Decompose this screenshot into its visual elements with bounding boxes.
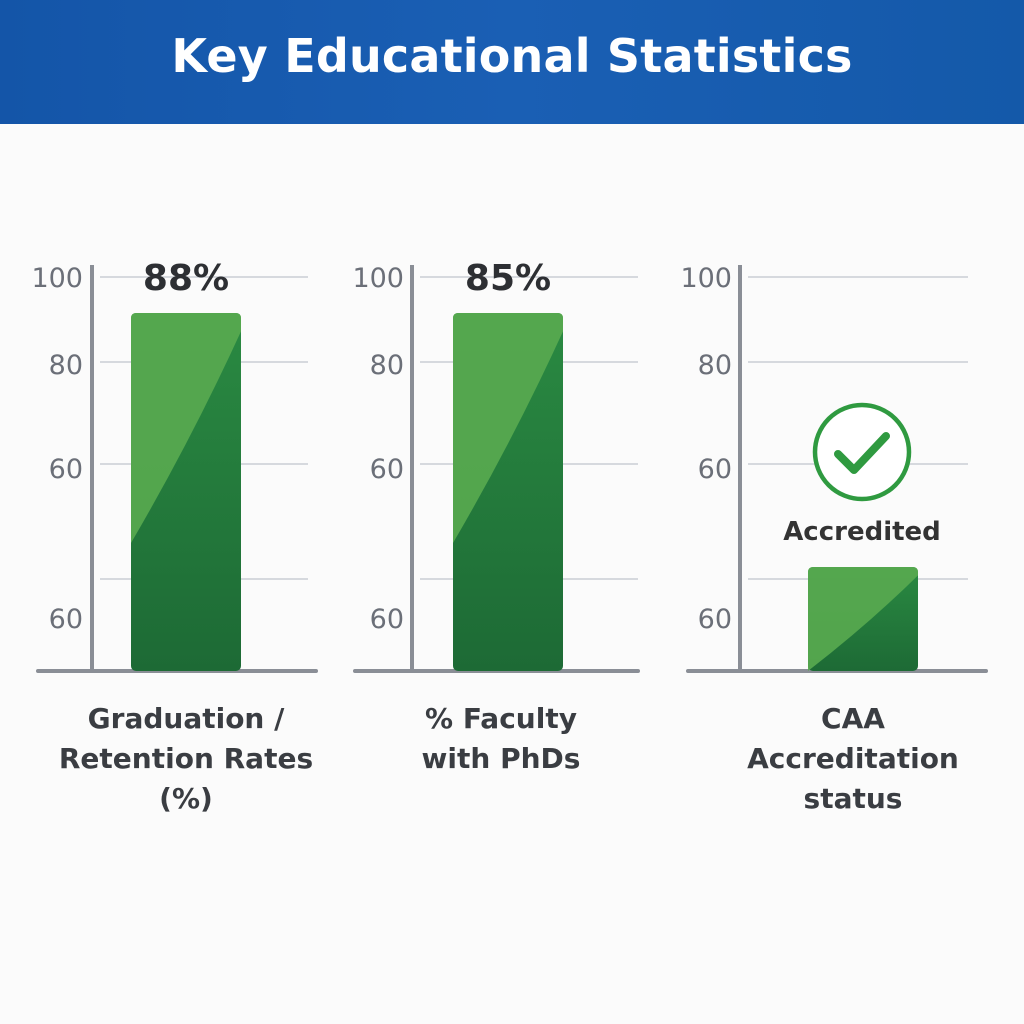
category-label: Accreditation: [747, 742, 959, 775]
y-tick-label: 100: [352, 263, 404, 294]
bar-highlight: [808, 567, 918, 671]
check-circle-icon: [812, 402, 912, 502]
y-tick-label: 60: [370, 454, 404, 485]
category-label: Retention Rates: [59, 742, 313, 775]
y-tick-label: 80: [370, 350, 404, 381]
y-tick-label: 100: [680, 263, 732, 294]
y-tick-label: 60: [49, 454, 83, 485]
category-label: % Faculty: [425, 702, 577, 735]
y-tick-label: 60: [698, 454, 732, 485]
y-tick-label: 60: [49, 604, 83, 635]
page-title: Key Educational Statistics: [171, 29, 853, 83]
value-label: 88%: [143, 258, 229, 299]
value-label: 85%: [465, 258, 551, 299]
category-label: with PhDs: [422, 742, 581, 775]
category-label: Graduation /: [88, 702, 285, 735]
y-tick-label: 80: [49, 350, 83, 381]
title-banner: Key Educational Statistics: [0, 0, 1024, 124]
bar-highlight: [453, 313, 563, 543]
checkmark-icon: [834, 432, 890, 474]
y-tick-label: 60: [698, 604, 732, 635]
bar-highlight: [131, 313, 241, 543]
y-tick-label: 80: [698, 350, 732, 381]
y-tick-label: 60: [370, 604, 404, 635]
status-label: Accredited: [783, 517, 941, 547]
y-tick-label: 100: [31, 263, 83, 294]
category-label: status: [804, 782, 903, 815]
category-label: (%): [159, 782, 213, 815]
category-label: CAA: [821, 702, 885, 735]
